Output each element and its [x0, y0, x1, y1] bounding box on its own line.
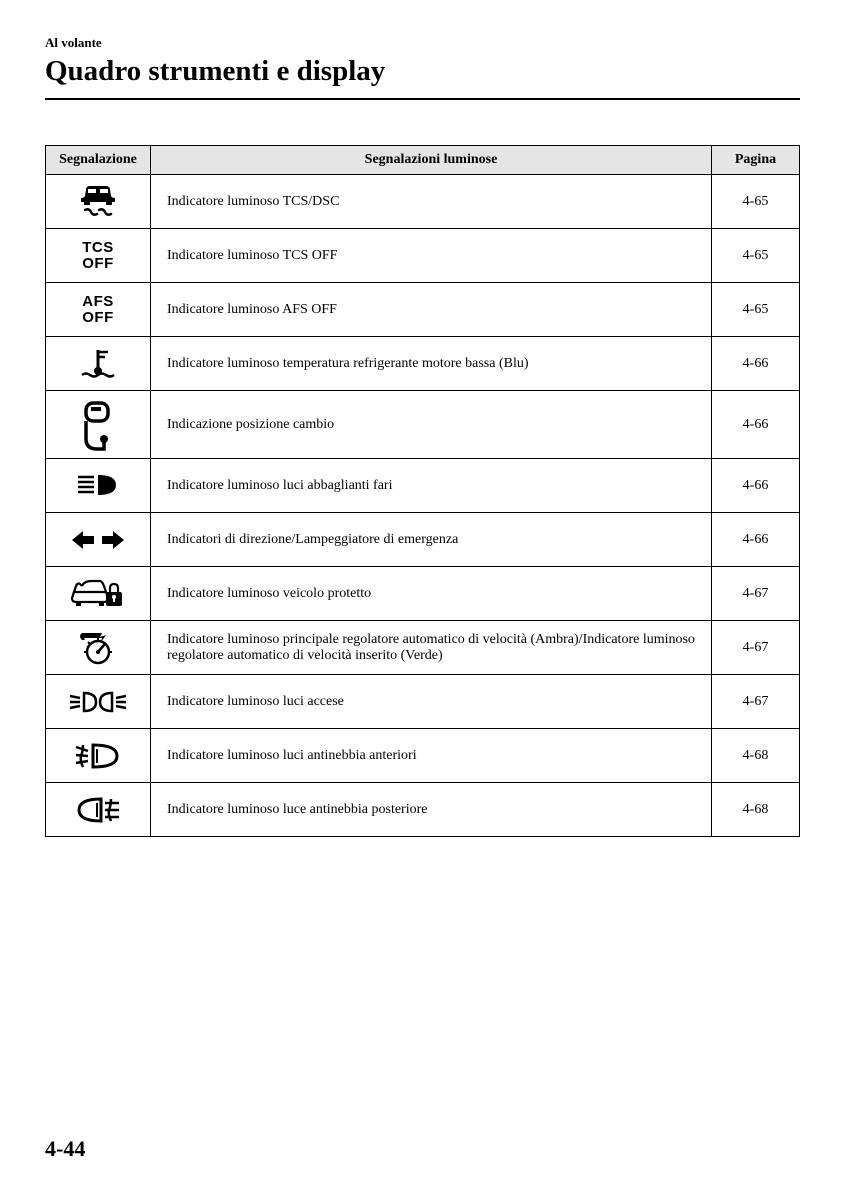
cell-page: 4-66	[712, 459, 800, 513]
cruise-control-icon	[46, 621, 151, 675]
table-row: AFS OFF Indicatore luminoso AFS OFF 4-65	[46, 283, 800, 337]
cell-desc: Indicatore luminoso temperatura refriger…	[151, 337, 712, 391]
cell-page: 4-68	[712, 783, 800, 837]
table-row: Indicatore luminoso temperatura refriger…	[46, 337, 800, 391]
afs-off-line1: AFS	[82, 293, 114, 310]
table-row: Indicatore luminoso luci antinebbia ante…	[46, 729, 800, 783]
afs-off-icon: AFS OFF	[46, 283, 151, 337]
traction-skid-icon	[46, 175, 151, 229]
tcs-off-line2: OFF	[82, 255, 114, 272]
cell-page: 4-65	[712, 283, 800, 337]
col-header-signal: Segnalazione	[46, 146, 151, 175]
cell-desc: Indicatore luminoso luci abbaglianti far…	[151, 459, 712, 513]
col-header-desc: Segnalazioni luminose	[151, 146, 712, 175]
cell-page: 4-68	[712, 729, 800, 783]
table-row: Indicatore luminoso TCS/DSC 4-65	[46, 175, 800, 229]
cell-desc: Indicatore luminoso luci antinebbia ante…	[151, 729, 712, 783]
fog-rear-icon	[46, 783, 151, 837]
tcs-off-icon: TCS OFF	[46, 229, 151, 283]
table-row: Indicazione posizione cambio 4-66	[46, 391, 800, 459]
cell-page: 4-66	[712, 391, 800, 459]
cell-desc: Indicatore luminoso AFS OFF	[151, 283, 712, 337]
temp-low-icon	[46, 337, 151, 391]
turn-signals-icon	[46, 513, 151, 567]
cell-page: 4-67	[712, 621, 800, 675]
cell-desc: Indicatore luminoso luce antinebbia post…	[151, 783, 712, 837]
table-row: Indicatore luminoso principale regolator…	[46, 621, 800, 675]
title-rule	[45, 98, 800, 100]
cell-page: 4-67	[712, 675, 800, 729]
cell-page: 4-65	[712, 229, 800, 283]
cell-desc: Indicazione posizione cambio	[151, 391, 712, 459]
cell-page: 4-67	[712, 567, 800, 621]
shift-pos-icon	[46, 391, 151, 459]
cell-desc: Indicatore luminoso luci accese	[151, 675, 712, 729]
table-row: Indicatore luminoso luci accese 4-67	[46, 675, 800, 729]
cell-desc: Indicatore luminoso veicolo protetto	[151, 567, 712, 621]
high-beam-icon	[46, 459, 151, 513]
cell-desc: Indicatore luminoso TCS/DSC	[151, 175, 712, 229]
table-row: Indicatore luminoso luce antinebbia post…	[46, 783, 800, 837]
page-title: Quadro strumenti e display	[45, 55, 800, 98]
col-header-page: Pagina	[712, 146, 800, 175]
cell-page: 4-65	[712, 175, 800, 229]
lights-on-icon	[46, 675, 151, 729]
fog-front-icon	[46, 729, 151, 783]
indicators-table: Segnalazione Segnalazioni luminose Pagin…	[45, 145, 800, 837]
cell-page: 4-66	[712, 337, 800, 391]
tcs-off-line1: TCS	[82, 239, 114, 256]
cell-desc: Indicatore luminoso principale regolator…	[151, 621, 712, 675]
vehicle-protected-icon	[46, 567, 151, 621]
cell-desc: Indicatore luminoso TCS OFF	[151, 229, 712, 283]
table-row: Indicatore luminoso veicolo protetto 4-6…	[46, 567, 800, 621]
page-number: 4-44	[45, 1136, 85, 1162]
table-row: TCS OFF Indicatore luminoso TCS OFF 4-65	[46, 229, 800, 283]
table-row: Indicatori di direzione/Lampeggiatore di…	[46, 513, 800, 567]
table-row: Indicatore luminoso luci abbaglianti far…	[46, 459, 800, 513]
cell-desc: Indicatori di direzione/Lampeggiatore di…	[151, 513, 712, 567]
table-header-row: Segnalazione Segnalazioni luminose Pagin…	[46, 146, 800, 175]
breadcrumb: Al volante	[45, 35, 800, 51]
afs-off-line2: OFF	[82, 309, 114, 326]
cell-page: 4-66	[712, 513, 800, 567]
